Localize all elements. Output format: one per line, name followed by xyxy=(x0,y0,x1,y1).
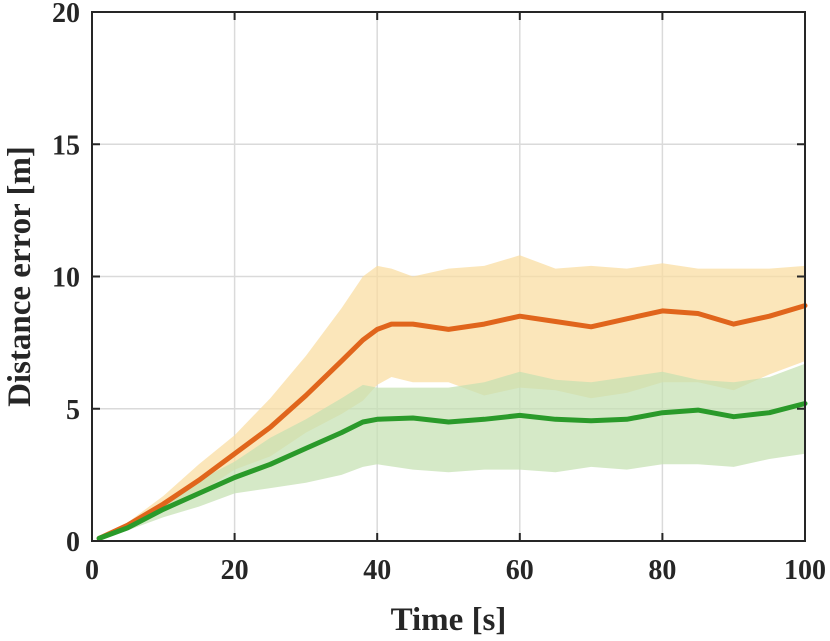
series-lines xyxy=(96,303,808,541)
x-tick-label: 0 xyxy=(85,555,99,586)
x-tick-label: 100 xyxy=(784,555,826,586)
y-tick-label: 20 xyxy=(52,0,80,29)
band-orange xyxy=(99,255,806,539)
y-tick-label: 5 xyxy=(66,395,80,426)
y-axis-label: Distance error [m] xyxy=(2,146,38,407)
x-tick-label: 20 xyxy=(221,555,249,586)
y-tick-label: 10 xyxy=(52,263,80,294)
band-green xyxy=(99,363,806,539)
line-green xyxy=(96,401,808,541)
y-tick-label: 15 xyxy=(52,130,80,161)
x-tick-label: 60 xyxy=(506,555,534,586)
x-axis-label: Time [s] xyxy=(391,602,507,638)
line-orange xyxy=(96,303,808,541)
ticks: 0 20 40 60 80 100 0 5 10 15 20 xyxy=(52,0,826,586)
y-tick-label: 0 xyxy=(66,527,80,558)
confidence-bands xyxy=(99,255,806,539)
x-tick-label: 80 xyxy=(648,555,676,586)
x-tick-label: 40 xyxy=(363,555,391,586)
